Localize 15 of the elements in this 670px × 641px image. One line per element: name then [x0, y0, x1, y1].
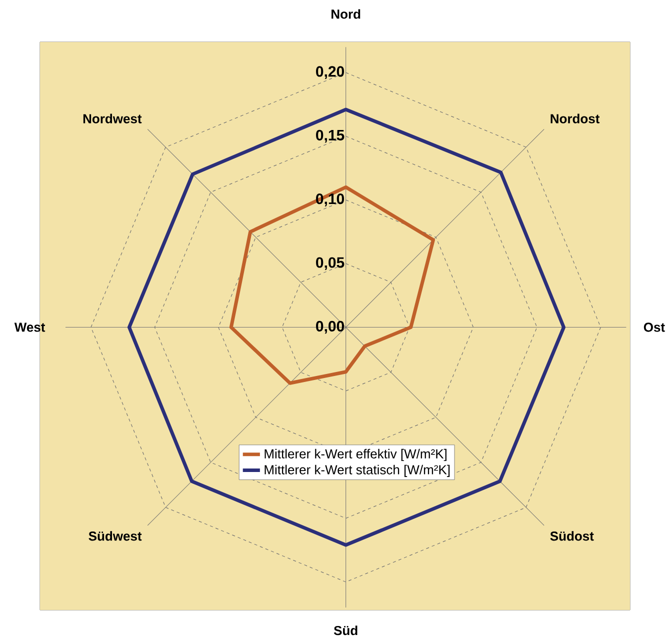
spoke-label: Ost	[644, 322, 665, 332]
legend-label: Mittlerer k-Wert statisch [W/m²K]	[264, 464, 450, 477]
y-tick-label: 0,20	[316, 66, 344, 79]
spoke-label: West	[14, 322, 46, 332]
y-tick-label: 0,05	[316, 257, 344, 270]
spoke-label: Nordwest	[83, 114, 142, 124]
spoke-label: Südost	[550, 531, 594, 541]
spoke-label: Nordost	[550, 114, 600, 124]
legend-label: Mittlerer k-Wert effektiv [W/m²K]	[264, 448, 446, 462]
spoke-label: Süd	[334, 626, 358, 636]
y-tick-label: 0,15	[316, 130, 344, 143]
y-tick-label: 0,00	[316, 320, 344, 334]
y-tick-label: 0,10	[316, 194, 344, 206]
spoke-label: Südwest	[88, 531, 142, 541]
spoke-label: Nord	[332, 9, 360, 19]
